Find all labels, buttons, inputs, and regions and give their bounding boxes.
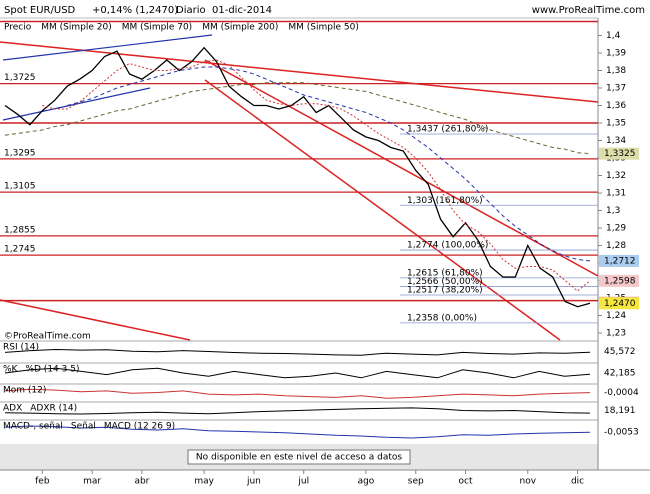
price-label-box bbox=[599, 274, 639, 287]
price-label: 1,2712 bbox=[604, 256, 636, 266]
x-tick-label: ago bbox=[358, 477, 375, 487]
panel-title: ADXR (14) bbox=[30, 404, 77, 414]
level-label: 1,3725 bbox=[4, 73, 36, 83]
price-label: 1,3325 bbox=[604, 149, 636, 159]
fib-label: 1,2358 (0,00%) bbox=[407, 313, 477, 323]
price-label-box bbox=[599, 147, 639, 160]
y-tick-label: 1,23 bbox=[606, 329, 626, 339]
panel-value: 42,185 bbox=[604, 369, 636, 379]
y-tick-label: 1,29 bbox=[606, 224, 626, 234]
x-tick-label: abr bbox=[134, 477, 149, 487]
fib-label: 1,2517 (38,20%) bbox=[407, 286, 483, 296]
y-tick-label: 1,38 bbox=[606, 66, 626, 76]
indicator-line bbox=[4, 348, 591, 356]
fib-label: 1,303 (161,80%) bbox=[407, 196, 483, 206]
level-label: 1,3105 bbox=[4, 182, 36, 192]
panel-value: -0,0053 bbox=[604, 428, 639, 438]
fib-label: 1,2774 (100,00%) bbox=[407, 241, 488, 251]
y-tick-label: 1,24 bbox=[606, 311, 626, 321]
y-tick-label: 1,39 bbox=[606, 49, 626, 59]
y-tick-label: 1,34 bbox=[606, 136, 626, 146]
site: www.ProRealTime.com bbox=[532, 5, 645, 16]
legend-entry: MM (Simple 20) bbox=[41, 23, 111, 33]
y-tick-label: 1,3 bbox=[606, 206, 620, 216]
period: Diario bbox=[176, 5, 206, 16]
panel-value: 18,191 bbox=[604, 406, 636, 416]
panel-title: MACD (12 26 9) bbox=[104, 422, 175, 432]
legend-entry: MM (Simple 200) bbox=[202, 23, 278, 33]
y-tick-label: 1,4 bbox=[606, 31, 621, 41]
date: 01-dic-2014 bbox=[212, 5, 272, 16]
watermark: ©ProRealTime.com bbox=[4, 332, 91, 342]
x-tick-label: oct bbox=[459, 477, 473, 487]
price-label-box bbox=[599, 297, 639, 310]
panel-title: %K bbox=[3, 365, 19, 375]
level-label: 1,2855 bbox=[4, 225, 36, 235]
x-tick-label: feb bbox=[35, 477, 50, 487]
y-tick-label: 1,28 bbox=[606, 241, 626, 251]
panel-value: -0,0004 bbox=[604, 388, 639, 398]
panel-title: Señal bbox=[71, 422, 96, 432]
x-tick-label: jun bbox=[246, 477, 261, 487]
legend-entry: Precio bbox=[4, 23, 32, 33]
legend-entry: MM (Simple 70) bbox=[122, 23, 192, 33]
y-tick-label: 1,36 bbox=[606, 101, 626, 111]
fib-label: 1,2615 (61,80%) bbox=[407, 268, 483, 278]
panel-title: ADX bbox=[3, 404, 22, 414]
instrument: Spot EUR/USD bbox=[4, 5, 76, 16]
series-line bbox=[67, 66, 591, 262]
panel-title: Mom (12) bbox=[3, 386, 46, 396]
notice-box bbox=[187, 449, 411, 465]
x-tick-label: sep bbox=[408, 477, 424, 487]
fib-label: 1,3437 (261,80%) bbox=[407, 125, 488, 135]
x-tick-label: mar bbox=[83, 477, 101, 487]
indicator-line bbox=[4, 367, 591, 379]
price-label-box bbox=[599, 254, 639, 267]
y-tick-label: 1,37 bbox=[606, 84, 626, 94]
y-tick-label: 1,31 bbox=[606, 189, 626, 199]
x-tick-label: jul bbox=[297, 477, 309, 487]
series-line bbox=[4, 46, 591, 308]
change: +0,14% (1,2470) bbox=[92, 5, 178, 16]
indicator-line bbox=[4, 388, 591, 399]
level-label: 1,2745 bbox=[4, 245, 36, 255]
panel-title: RSI (14) bbox=[3, 343, 39, 353]
panel-title: MACD-, señal bbox=[3, 422, 63, 432]
x-tick-label: dic bbox=[571, 477, 584, 487]
legend-entry: MM (Simple 50) bbox=[288, 23, 358, 33]
price-label: 1,2470 bbox=[604, 299, 636, 309]
fib-label: 1,2566 (50,00%) bbox=[407, 277, 483, 287]
y-tick-label: 1,35 bbox=[606, 119, 626, 129]
x-tick-label: nov bbox=[519, 477, 536, 487]
notice: No disponible en este nivel de acceso a … bbox=[196, 453, 402, 463]
channel-lines bbox=[2, 34, 213, 121]
panel-value: 45,572 bbox=[604, 347, 636, 357]
y-tick-label: 1,32 bbox=[606, 171, 626, 181]
price-label: 1,2598 bbox=[604, 276, 636, 286]
level-label: 1,3295 bbox=[4, 148, 36, 158]
panel-title: %D (14 3 5) bbox=[25, 365, 79, 375]
indicator-line bbox=[4, 407, 591, 415]
indicator-line bbox=[4, 425, 591, 439]
series-line bbox=[4, 82, 591, 155]
x-tick-label: may bbox=[194, 477, 214, 487]
